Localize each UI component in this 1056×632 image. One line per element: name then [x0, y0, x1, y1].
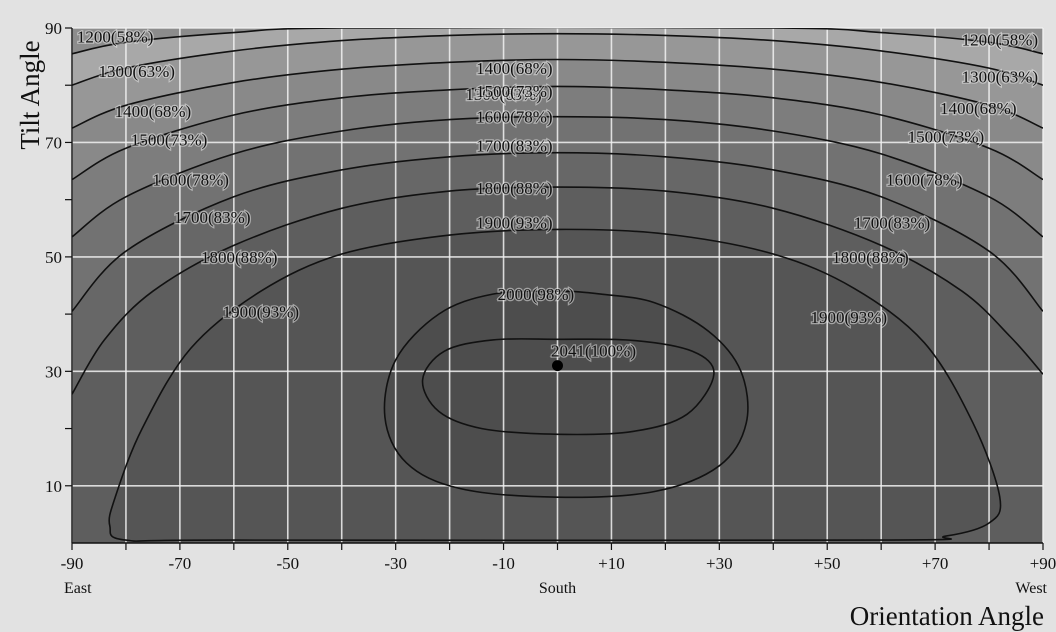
contour-label: 1200(58%) — [77, 28, 153, 47]
x-tick-label: -10 — [492, 554, 515, 573]
contour-label: 1800(88%) — [201, 248, 277, 267]
x-tick-label: +90 — [1030, 554, 1056, 573]
maximum-point — [552, 360, 563, 372]
maximum-label: 2041(100%) — [551, 342, 636, 361]
x-tick-label: +30 — [706, 554, 733, 573]
x-axis-title: Orientation Angle — [850, 601, 1044, 631]
contour-label: 1300(63%) — [98, 62, 174, 81]
contour-label: 1400(68%) — [476, 59, 552, 78]
contour-line-1500 — [72, 85, 1043, 181]
contour-band-2041 — [422, 338, 714, 435]
contour-line-1700 — [72, 151, 1043, 312]
contour-label: 1500(73%) — [908, 128, 984, 147]
contour-line-1300 — [72, 32, 1043, 86]
contour-line-1900 — [108, 228, 1002, 542]
contour-labels: 1200(58%) 1200(58%) 1300(63%) 1300(63%) 1300… — [76, 26, 1039, 372]
contour-label: 1300(63%) — [962, 68, 1038, 87]
contour-label: 1600(78%) — [152, 171, 228, 190]
x-tick-label: +50 — [814, 554, 841, 573]
contour-line-1400 — [72, 58, 1043, 129]
contour-label: 1700(83%) — [476, 136, 552, 155]
x-tick-label: -90 — [61, 554, 84, 573]
x-tick-label: +70 — [922, 554, 949, 573]
contour-label: 1800(88%) — [832, 248, 908, 267]
y-tick-label: 10 — [45, 477, 62, 496]
contour-label: 1700(83%) — [854, 214, 930, 233]
contour-label: 1300(63%) — [465, 85, 541, 104]
contour-label: 1400(68%) — [115, 102, 191, 121]
contour-label: 1800(88%) — [476, 179, 552, 198]
contour-label: 1400(68%) — [940, 99, 1016, 118]
y-tick-label: 30 — [45, 362, 62, 381]
contour-label: 1600(78%) — [886, 171, 962, 190]
x-tick-label: -50 — [276, 554, 299, 573]
contour-label: 1500(73%) — [131, 131, 207, 150]
contour-label: 1900(93%) — [811, 308, 887, 327]
x-tick-label: -30 — [384, 554, 407, 573]
contour-line-2041 — [421, 337, 715, 436]
y-tick-label: 90 — [45, 19, 62, 38]
x-tick-label: +10 — [598, 554, 625, 573]
contour-label: 1200(58%) — [962, 30, 1038, 49]
x-tick-label: -70 — [169, 554, 192, 573]
contour-line-1800 — [72, 186, 1043, 395]
x-sublabel: South — [539, 580, 576, 597]
contour-label: 1500(73%) — [476, 82, 552, 101]
y-tick-label: 50 — [45, 248, 62, 267]
contour-label: 1600(78%) — [476, 108, 552, 127]
contour-label: 1700(83%) — [174, 208, 250, 227]
contour-lines — [72, 28, 1043, 542]
contour-label: 1900(93%) — [476, 214, 552, 233]
y-axis-title: Tilt Angle — [15, 40, 45, 149]
x-sublabel: East — [64, 580, 92, 597]
x-sublabel: West — [1015, 580, 1047, 597]
contour-line-2000 — [383, 290, 749, 499]
y-tick-label: 70 — [45, 133, 62, 152]
contour-line-1600 — [72, 115, 1043, 238]
contour-label: 1900(93%) — [223, 302, 299, 321]
axes: 10 30 50 70 90 -90 -70 -50 -30 -10 +10 +30 +50 +70 +90… — [45, 19, 1056, 597]
contour-label: 2000(98%) — [498, 285, 574, 304]
contour-line-1200 — [72, 28, 1043, 55]
